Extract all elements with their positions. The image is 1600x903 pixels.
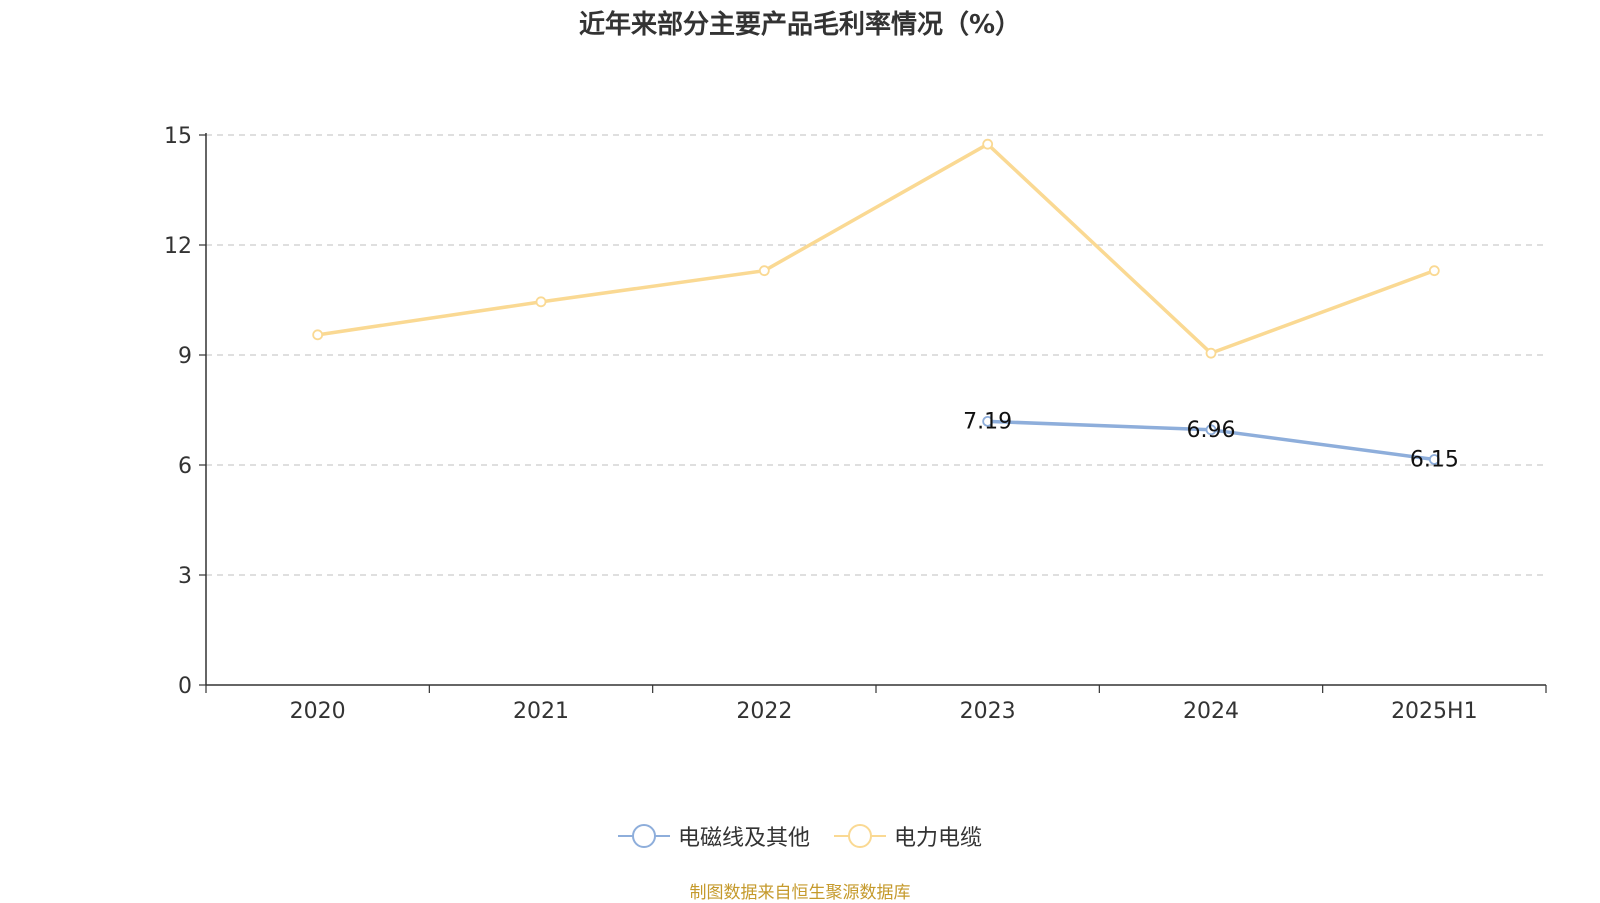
data-label: 6.15 [1410, 448, 1459, 473]
legend-label: 电磁线及其他 [677, 826, 810, 851]
data-label: 7.19 [963, 409, 1012, 434]
legend-item-series-1[interactable]: 电力电缆 [834, 820, 982, 852]
legend: 电磁线及其他 电力电缆 [0, 820, 1600, 852]
x-tick-label: 2023 [960, 699, 1016, 724]
data-point [1428, 265, 1440, 277]
x-tick-label: 2020 [290, 699, 346, 724]
data-label: 6.96 [1187, 418, 1236, 443]
data-point [535, 296, 547, 308]
data-point [982, 138, 994, 150]
legend-label: 电力电缆 [894, 826, 983, 851]
series-layer [312, 138, 1440, 465]
data-point [1205, 347, 1217, 359]
data-point [758, 265, 770, 277]
y-tick-label: 12 [164, 234, 192, 259]
series-line-1 [317, 142, 1435, 355]
label-layer: 7.19 6.96 6.15 [963, 409, 1459, 472]
data-point [312, 329, 324, 341]
y-tick-label: 0 [178, 674, 192, 699]
source-note: 制图数据来自恒生聚源数据库 [689, 883, 911, 903]
legend-marker-icon [617, 824, 670, 848]
y-tick-label: 3 [178, 564, 192, 589]
grid-layer [206, 134, 1546, 576]
data-point [1428, 454, 1440, 465]
y-tick-label: 6 [178, 454, 192, 479]
y-tick-label: 9 [178, 344, 192, 369]
x-tick-label: 2022 [736, 699, 792, 724]
legend-item-series-0[interactable]: 电磁线及其他 [617, 820, 810, 852]
y-tick-label: 15 [164, 124, 192, 149]
data-point [1205, 424, 1217, 436]
chart-title: 近年来部分主要产品毛利率情况（%） [578, 10, 1022, 40]
x-tick-label: 2024 [1183, 699, 1239, 724]
axis-layer: 0 3 6 9 12 15 2020 2021 2022 2023 2024 2025H1 [164, 124, 1547, 724]
legend-marker-icon [834, 824, 886, 848]
x-tick-label: 2025H1 [1391, 699, 1478, 724]
x-tick-label: 2021 [513, 699, 569, 724]
data-point [982, 415, 994, 427]
